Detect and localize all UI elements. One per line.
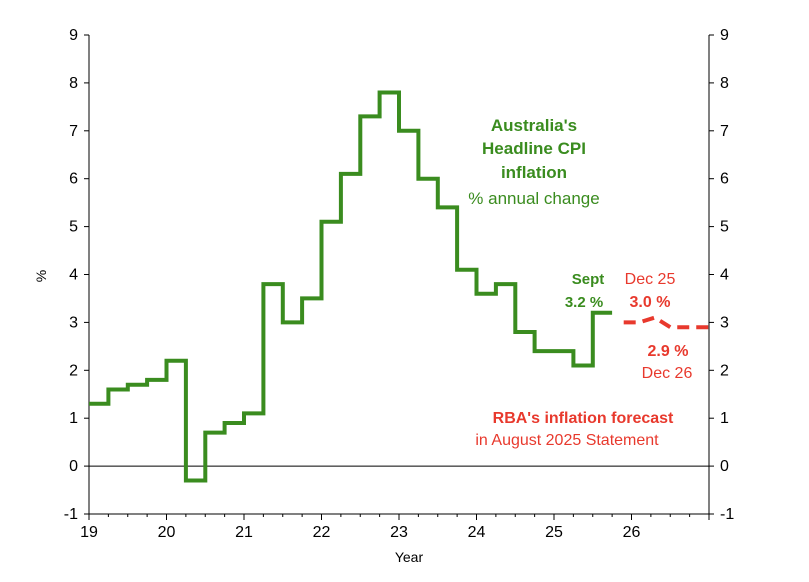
x-axis-label: Year — [395, 549, 424, 565]
y-tick-label-right: 8 — [720, 75, 729, 92]
y-tick-label-right: 7 — [720, 123, 729, 140]
series-layer — [89, 90, 709, 483]
x-tick-label: 24 — [468, 524, 486, 541]
x-tick-label: 23 — [390, 524, 408, 541]
axes-layer: -1 -10 01 12 23 34 45 56 67 78 89 919 20 21 22 23 24 25 26 — [64, 27, 735, 541]
cpi-series-line — [89, 90, 613, 483]
y-tick-label-right: 6 — [720, 171, 729, 188]
annotation-title-line1: Australia's — [491, 116, 577, 135]
y-tick-label-left: 3 — [69, 314, 78, 331]
y-tick-label-right: 9 — [720, 27, 729, 44]
y-tick-label-left: 4 — [69, 267, 78, 284]
dec26-label: Dec 26 — [642, 365, 693, 382]
annotation-subtitle: % annual change — [468, 189, 599, 208]
y-tick-label-right: 1 — [720, 410, 729, 427]
y-tick-label-right: 0 — [720, 458, 729, 475]
y-tick-label-right: 2 — [720, 362, 729, 379]
y-tick-label-left: 0 — [69, 458, 78, 475]
y-tick-label-left: 2 — [69, 362, 78, 379]
x-tick-label: 22 — [313, 524, 331, 541]
x-tick-label: 21 — [235, 524, 253, 541]
y-axis-label: % — [33, 270, 49, 282]
dec26-value: 2.9 % — [648, 343, 689, 360]
x-tick-label: 19 — [80, 524, 98, 541]
y-tick-label-right: -1 — [720, 506, 734, 523]
y-tick-label-right: 4 — [720, 267, 729, 284]
y-tick-label-left: 8 — [69, 75, 78, 92]
forecast-series-line — [623, 315, 709, 330]
annotation-title-line3: inflation — [501, 163, 567, 182]
x-tick-label: 26 — [623, 524, 641, 541]
y-tick-label-left: -1 — [64, 506, 78, 523]
rba-forecast-line2: in August 2025 Statement — [475, 432, 659, 449]
dec25-value: 3.0 % — [630, 294, 671, 311]
rba-forecast-line1: RBA's inflation forecast — [493, 410, 674, 427]
x-tick-label: 25 — [545, 524, 563, 541]
annotation-title-line2: Headline CPI — [482, 139, 586, 158]
y-tick-label-right: 5 — [720, 219, 729, 236]
x-tick-label: 20 — [158, 524, 176, 541]
y-tick-label-right: 3 — [720, 314, 729, 331]
y-tick-label-left: 5 — [69, 219, 78, 236]
dec25-label: Dec 25 — [625, 271, 676, 288]
y-tick-label-left: 1 — [69, 410, 78, 427]
y-tick-label-left: 7 — [69, 123, 78, 140]
sept-value: 3.2 % — [565, 294, 603, 311]
sept-label: Sept — [572, 271, 605, 288]
y-tick-label-left: 6 — [69, 171, 78, 188]
y-tick-label-left: 9 — [69, 27, 78, 44]
